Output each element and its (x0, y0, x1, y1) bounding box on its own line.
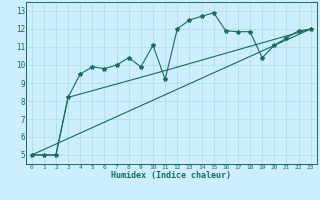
X-axis label: Humidex (Indice chaleur): Humidex (Indice chaleur) (111, 171, 231, 180)
